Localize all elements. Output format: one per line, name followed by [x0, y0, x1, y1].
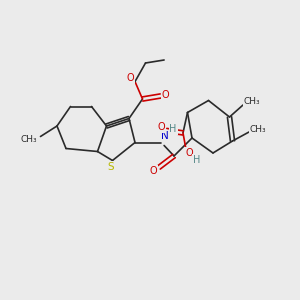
Text: O: O [126, 73, 134, 83]
Text: S: S [108, 162, 114, 172]
Text: H: H [169, 124, 177, 134]
Text: N: N [160, 131, 168, 141]
Text: O: O [162, 89, 170, 100]
Text: CH₃: CH₃ [244, 98, 260, 106]
Text: O: O [185, 148, 193, 158]
Text: O: O [150, 166, 158, 176]
Text: CH₃: CH₃ [250, 124, 266, 134]
Text: O: O [158, 122, 165, 133]
Text: CH₃: CH₃ [21, 135, 38, 144]
Text: H: H [193, 155, 200, 165]
